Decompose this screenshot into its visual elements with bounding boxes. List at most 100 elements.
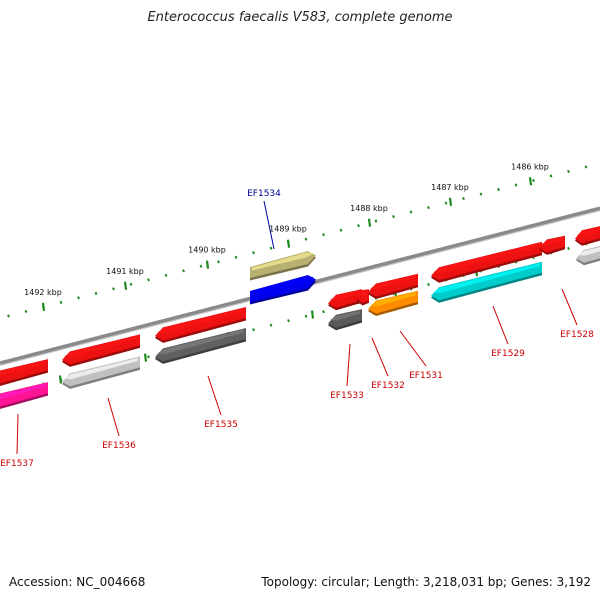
scale-dot — [462, 196, 465, 201]
major-tick — [41, 302, 46, 312]
scale-dot — [392, 215, 395, 219]
major-tick — [367, 218, 372, 227]
ef1533-forward-block — [328, 289, 362, 311]
scale-dot — [374, 219, 378, 223]
ef1533-feature-block — [328, 309, 362, 331]
major-tick — [123, 281, 128, 290]
gene-leader-line — [399, 330, 427, 367]
gene-leader-line — [371, 337, 389, 377]
scale-dot — [7, 314, 10, 318]
scale-tick-label: 1490 kbp — [188, 246, 226, 255]
major-tick — [143, 353, 148, 362]
gene-label-ef1534: EF1534 — [247, 189, 281, 199]
label-layer: EF1537 EF1536 EF1535 EF1534 EF1533 EF1532 EF15… — [0, 189, 594, 469]
gene-label-ef1528: EF1528 — [560, 330, 594, 340]
scale-dot — [147, 278, 150, 282]
ef1529-forward-block — [431, 241, 542, 283]
scale-tick-label: 1488 kbp — [350, 204, 388, 213]
scale-dot — [304, 314, 308, 318]
gene-label-ef1531: EF1531 — [409, 371, 443, 381]
major-tick — [528, 177, 533, 186]
scale-dot — [24, 309, 28, 314]
outer-scale-rail — [7, 165, 588, 318]
map-title: Enterococcus faecalis V583, complete gen… — [147, 10, 453, 25]
scale-dot — [567, 169, 570, 174]
scale-dot — [269, 246, 273, 250]
scale-dot — [147, 355, 150, 359]
accession-label: Accession: NC_004668 — [9, 575, 146, 589]
scale-tick-label: 1491 kbp — [106, 267, 144, 276]
ef1531-forward-block — [368, 273, 418, 299]
ef1528-forward-block — [539, 235, 565, 255]
ef1531-feature-block — [368, 290, 418, 316]
scale-dot — [409, 210, 413, 214]
ef1528-forward-block-2 — [575, 226, 600, 246]
scale-tick-label: 1489 kbp — [269, 225, 307, 234]
ef1534-feature-block — [250, 275, 316, 305]
ef1537-forward-block — [0, 359, 48, 386]
scale-dot — [252, 328, 255, 332]
ef1529-feature-block — [431, 261, 542, 303]
ef1534-outer-feature-block — [250, 251, 316, 281]
scale-dot — [514, 183, 518, 187]
scale-dot — [322, 310, 325, 314]
scale-dot — [252, 251, 255, 255]
ef1536-forward-block — [62, 334, 140, 367]
scale-dot — [549, 174, 553, 178]
scale-dot — [77, 296, 80, 300]
scale-dot — [182, 269, 185, 273]
gene-layer — [0, 226, 600, 409]
gene-label-ef1535: EF1535 — [204, 420, 238, 430]
scale-dot — [444, 201, 448, 205]
scale-dot — [112, 287, 115, 291]
gene-leader-line — [263, 200, 275, 250]
scale-tick-label: 1492 kbp — [24, 288, 62, 297]
scale-tick-label: 1487 kbp — [431, 183, 469, 192]
gene-leader-line — [346, 343, 351, 387]
scale-dot — [164, 273, 168, 277]
gene-label-ef1532: EF1532 — [371, 381, 405, 391]
gene-leader-line — [107, 397, 120, 437]
gene-leader-line — [492, 305, 509, 345]
major-tick — [58, 375, 63, 384]
gene-label-ef1536: EF1536 — [102, 441, 136, 451]
scale-dot — [497, 187, 500, 192]
scale-dot — [427, 205, 430, 210]
scale-dot — [287, 319, 290, 323]
scale-dot — [269, 323, 273, 327]
genome-summary: Topology: circular; Length: 3,218,031 bp… — [261, 575, 591, 589]
scale-dot — [479, 192, 483, 196]
major-tick — [448, 197, 453, 207]
ef1535-forward-block — [155, 307, 246, 343]
scale-dot — [357, 224, 360, 228]
scale-dot — [567, 246, 570, 251]
gene-label-ef1529: EF1529 — [491, 349, 525, 359]
gene-leader-line — [561, 288, 578, 326]
scale-dot — [59, 300, 63, 304]
ef1536-feature-block — [62, 356, 140, 389]
major-tick — [286, 239, 291, 248]
ef1528-feature-block — [576, 246, 600, 266]
scale-dot — [532, 178, 535, 183]
scale-dot — [584, 165, 588, 169]
scale-tick-label: 1486 kbp — [511, 162, 549, 171]
scale-dot — [217, 260, 220, 264]
gene-label-ef1533: EF1533 — [330, 391, 364, 401]
scale-dot — [129, 282, 133, 286]
ef1537-feature-block — [0, 382, 48, 409]
scale-dot — [322, 233, 325, 237]
ef1535-feature-block — [155, 328, 246, 364]
major-tick — [310, 310, 315, 319]
ef1532-forward-block — [356, 289, 369, 306]
scale-dot — [304, 237, 308, 241]
major-tick — [205, 260, 210, 269]
gene-leader-line — [207, 375, 222, 416]
gene-leader-line — [16, 413, 19, 455]
scale-dot — [199, 264, 203, 268]
scale-dot — [94, 291, 98, 295]
scale-dot — [234, 255, 238, 259]
scale-dot — [427, 282, 430, 287]
scale-dot — [339, 228, 343, 232]
gene-label-ef1537: EF1537 — [0, 459, 34, 469]
